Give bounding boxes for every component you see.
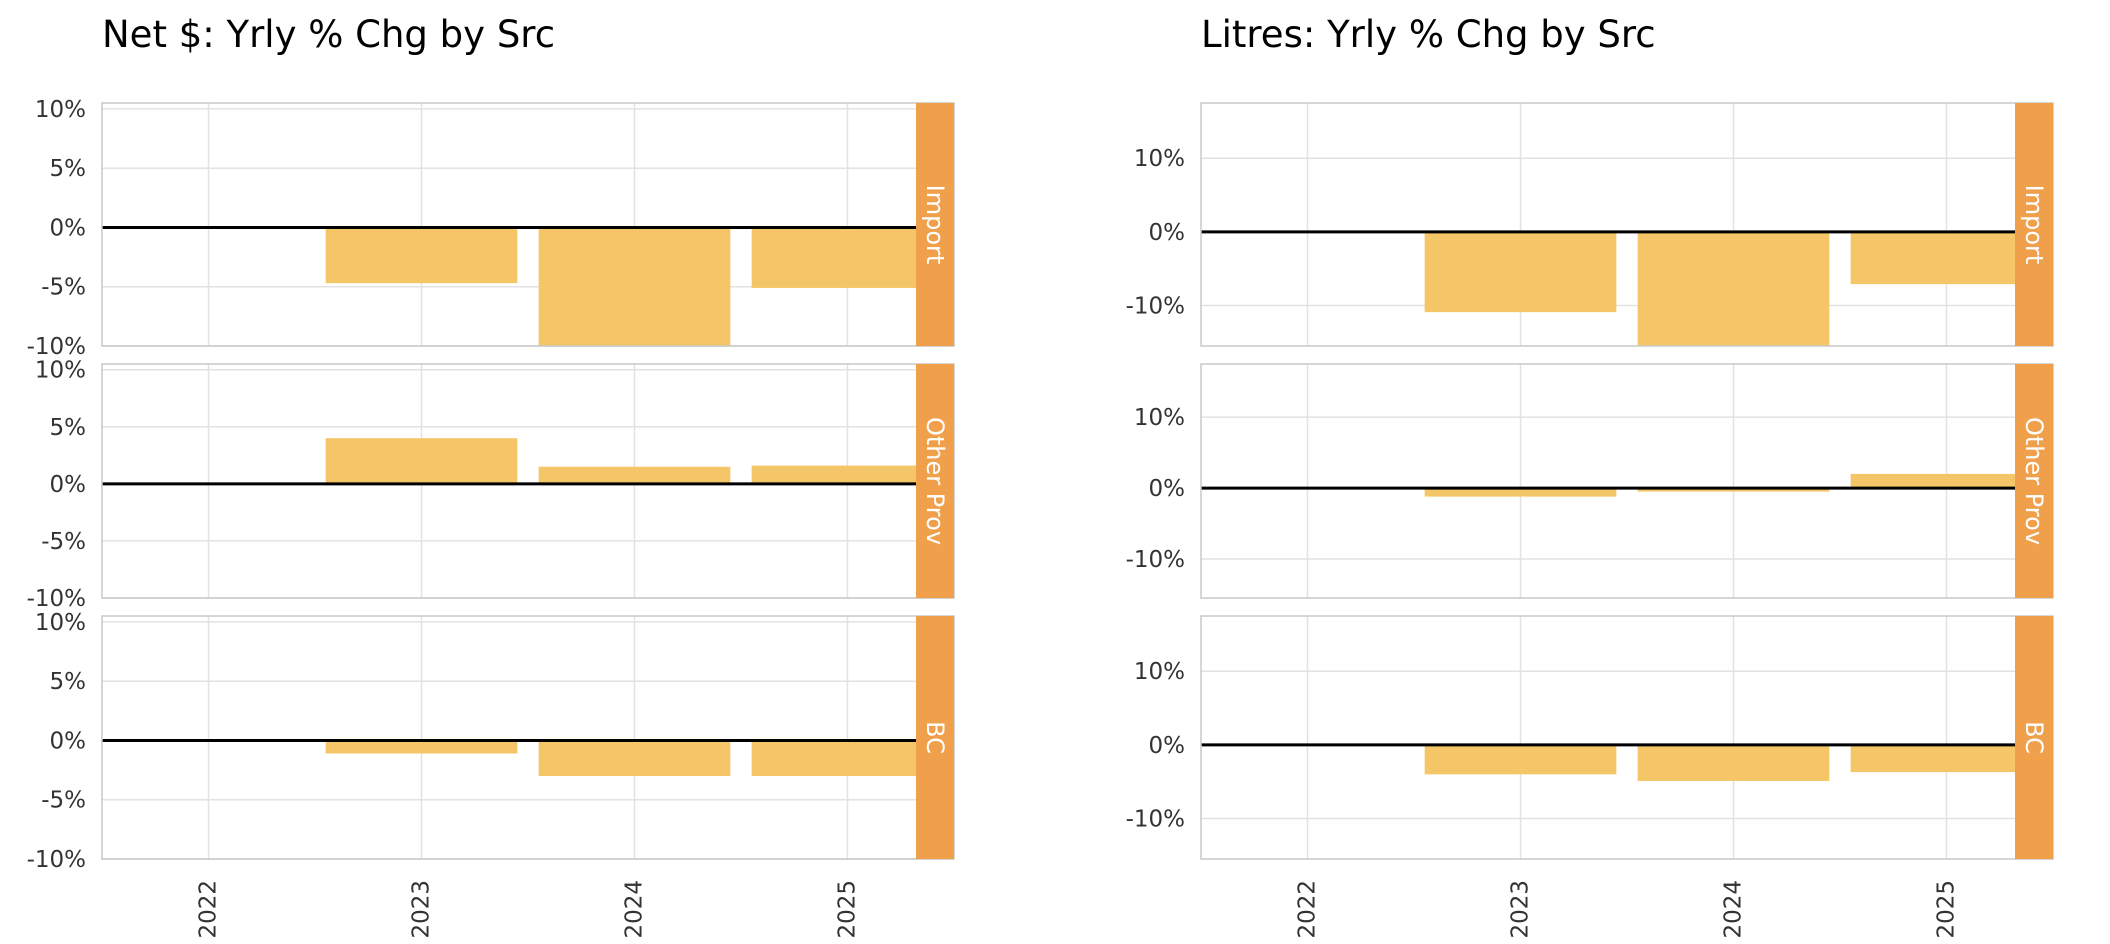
y-tick-label: -10%: [1126, 807, 1185, 833]
y-tick-label: 10%: [35, 358, 86, 384]
facet-bc: -10% 0% 10% BC: [1126, 615, 2054, 860]
facet-label: Other Prov: [921, 417, 949, 545]
panel-background: [102, 616, 954, 859]
x-tick-label: 2023: [409, 880, 435, 939]
facet-bc: -10% -5% 0% 5% 10% BC: [27, 610, 955, 873]
chart-2: Litres: Yrly % Chg by Src -10% 0% 10% Import…: [1126, 13, 2054, 939]
chart-title: Net $: Yrly % Chg by Src: [102, 13, 555, 56]
y-tick-label: -10%: [1126, 547, 1185, 573]
bar-2023: [1424, 231, 1617, 313]
facet-strip: [2015, 364, 2053, 598]
y-tick-label: 5%: [50, 415, 87, 441]
bar-2025: [751, 465, 944, 484]
bar-2025: [1850, 473, 2043, 489]
y-tick-label: 0%: [50, 472, 87, 498]
y-tick-label: -10%: [27, 847, 86, 873]
facet-other-prov: -10% 0% 10% Other Prov: [1126, 363, 2054, 599]
facet-strip: [916, 616, 954, 859]
x-tick-label: 2022: [1295, 880, 1321, 939]
bar-2024: [1637, 488, 1830, 492]
facet-strip: [2015, 103, 2053, 346]
y-tick-label: 0%: [50, 215, 87, 241]
y-tick-label: -5%: [41, 788, 86, 814]
facet-label: BC: [921, 721, 949, 754]
facet-import: -10% 0% 10% Import: [1126, 102, 2054, 347]
chart-title: Litres: Yrly % Chg by Src: [1201, 13, 1656, 56]
facet-label: Other Prov: [2020, 417, 2048, 545]
bar-2024: [1637, 231, 1830, 346]
y-tick-label: -10%: [27, 586, 86, 612]
y-tick-label: -5%: [41, 275, 86, 301]
y-tick-label: 0%: [1149, 220, 1186, 246]
bar-2023: [325, 227, 518, 284]
bar-2024: [538, 740, 731, 777]
panel-background: [1201, 103, 2053, 346]
x-tick-label: 2023: [1508, 880, 1534, 939]
bar-2024: [538, 227, 731, 346]
bar-2023: [1424, 744, 1617, 775]
facet-label: Import: [921, 185, 949, 265]
bar-2024: [538, 466, 731, 484]
y-tick-label: 10%: [35, 610, 86, 636]
facet-label: Import: [2020, 185, 2048, 265]
y-tick-label: 10%: [35, 97, 86, 123]
bar-2023: [325, 438, 518, 484]
bar-2025: [751, 227, 944, 288]
panel-background: [102, 103, 954, 346]
y-tick-label: 5%: [50, 156, 87, 182]
y-tick-label: 0%: [1149, 476, 1186, 502]
facet-other-prov: -10% -5% 0% 5% 10% Other Prov: [27, 358, 955, 612]
y-tick-label: 10%: [1134, 659, 1185, 685]
bar-2025: [751, 740, 944, 777]
x-tick-label: 2022: [196, 880, 222, 939]
x-tick-label: 2024: [622, 880, 648, 939]
y-tick-label: 0%: [50, 728, 87, 754]
chart-1: Net $: Yrly % Chg by Src -10% -5% 0% 5% 10% Im…: [27, 13, 955, 939]
bar-2023: [325, 740, 518, 754]
y-tick-label: 10%: [1134, 405, 1185, 431]
bar-2025: [1850, 231, 2043, 285]
facet-strip: [916, 103, 954, 346]
facet-import: -10% -5% 0% 5% 10% Import: [27, 97, 955, 360]
facet-strip: [916, 364, 954, 598]
y-tick-label: -10%: [27, 334, 86, 360]
panel-background: [1201, 616, 2053, 859]
bar-2023: [1424, 488, 1617, 497]
y-tick-label: 10%: [1134, 146, 1185, 172]
x-tick-label: 2025: [1934, 880, 1960, 939]
facet-strip: [2015, 616, 2053, 859]
x-tick-label: 2025: [835, 880, 861, 939]
bar-2025: [1850, 744, 2043, 773]
bar-2024: [1637, 744, 1830, 781]
y-tick-label: -10%: [1126, 294, 1185, 320]
y-tick-label: 5%: [50, 669, 87, 695]
y-tick-label: -5%: [41, 529, 86, 555]
y-tick-label: 0%: [1149, 733, 1186, 759]
x-tick-label: 2024: [1721, 880, 1747, 939]
facet-label: BC: [2020, 721, 2048, 754]
